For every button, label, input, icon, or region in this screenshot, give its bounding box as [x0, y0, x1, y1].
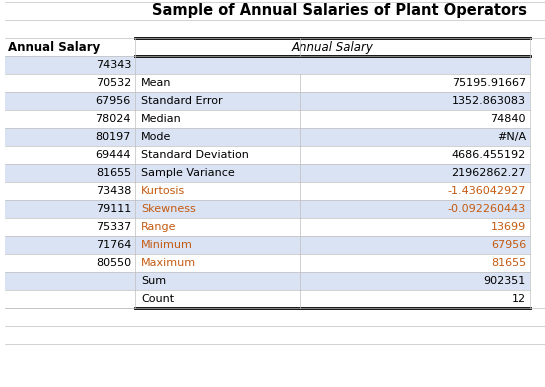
Bar [5, 308, 545, 326]
Text: 21962862.27: 21962862.27 [451, 168, 526, 178]
Bar [5, 182, 530, 200]
Text: 79111: 79111 [96, 204, 131, 214]
Text: 75195.91667: 75195.91667 [452, 78, 526, 88]
Text: -0.092260443: -0.092260443 [448, 204, 526, 214]
Text: Mode: Mode [141, 132, 171, 142]
Text: -1.436042927: -1.436042927 [447, 186, 526, 196]
Text: Standard Deviation: Standard Deviation [141, 150, 249, 160]
Text: 70532: 70532 [96, 78, 131, 88]
Text: Skewness: Skewness [141, 204, 196, 214]
Text: Median: Median [141, 114, 181, 124]
Text: 69444: 69444 [95, 150, 131, 160]
Text: Sample Variance: Sample Variance [141, 168, 235, 178]
Text: 67956: 67956 [490, 240, 526, 250]
Text: 13699: 13699 [490, 222, 526, 232]
Text: 902351: 902351 [484, 276, 526, 286]
Text: 12: 12 [512, 294, 526, 304]
Bar [5, 92, 530, 110]
Bar [5, 236, 530, 254]
Bar [5, 146, 530, 164]
Bar [5, 110, 530, 128]
Text: 4686.455192: 4686.455192 [452, 150, 526, 160]
Text: 74840: 74840 [490, 114, 526, 124]
Text: Kurtosis: Kurtosis [141, 186, 185, 196]
Text: 73438: 73438 [95, 186, 131, 196]
Bar [5, 254, 530, 272]
Text: 1352.863083: 1352.863083 [452, 96, 526, 106]
Bar [5, 272, 530, 290]
Text: 78024: 78024 [95, 114, 131, 124]
Text: 81655: 81655 [491, 258, 526, 268]
Text: Standard Error: Standard Error [141, 96, 222, 106]
Bar [5, 218, 530, 236]
Bar [5, 200, 530, 218]
Bar [5, 128, 530, 146]
Bar [5, 326, 545, 344]
Bar [5, 74, 530, 92]
Text: Minimum: Minimum [141, 240, 193, 250]
Text: 67956: 67956 [96, 96, 131, 106]
Text: 74343: 74343 [95, 60, 131, 70]
Text: Mean: Mean [141, 78, 172, 88]
Text: Maximum: Maximum [141, 258, 196, 268]
Text: 75337: 75337 [96, 222, 131, 232]
Text: #N/A: #N/A [497, 132, 526, 142]
Text: Count: Count [141, 294, 174, 304]
Text: Annual Salary: Annual Salary [8, 41, 100, 53]
Bar [5, 164, 530, 182]
Text: Sum: Sum [141, 276, 166, 286]
Text: Annual Salary: Annual Salary [292, 41, 373, 53]
Text: 81655: 81655 [96, 168, 131, 178]
Text: Range: Range [141, 222, 177, 232]
Text: 80550: 80550 [96, 258, 131, 268]
Text: 80197: 80197 [95, 132, 131, 142]
Text: Sample of Annual Salaries of Plant Operators: Sample of Annual Salaries of Plant Opera… [153, 3, 528, 19]
Bar [5, 56, 530, 74]
Text: 71764: 71764 [95, 240, 131, 250]
Bar [5, 290, 530, 308]
